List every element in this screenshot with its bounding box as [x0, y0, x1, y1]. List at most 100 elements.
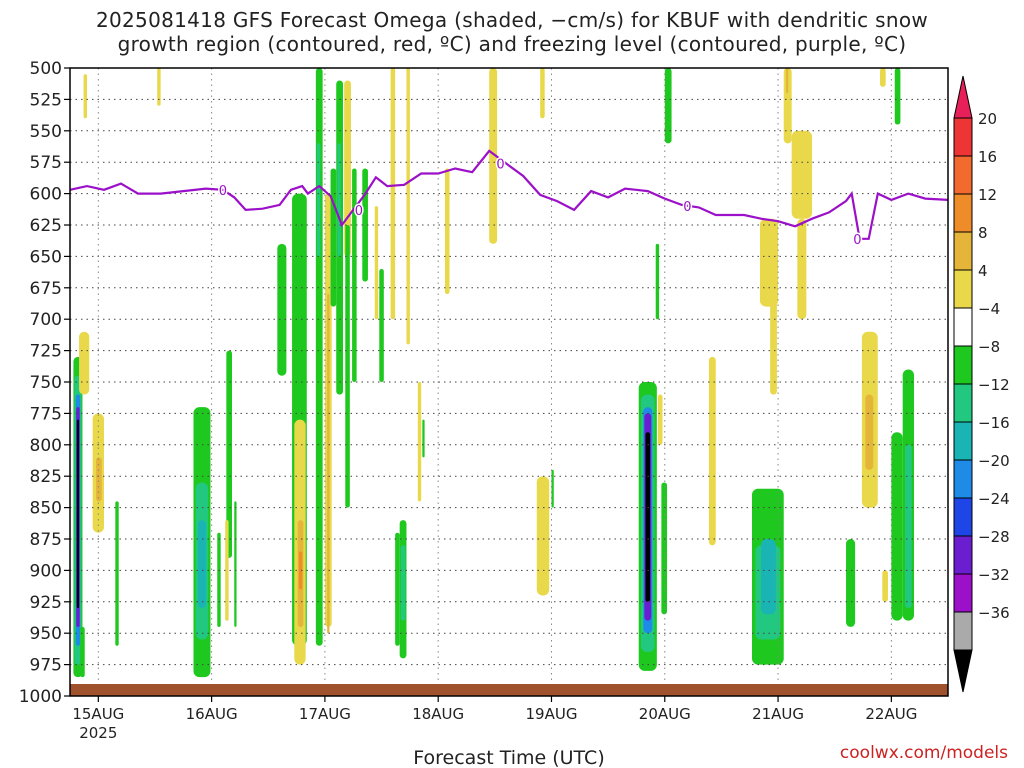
omega-region — [770, 275, 777, 395]
title-line-1: 2025081418 GFS Forecast Omega (shaded, −… — [95, 8, 929, 32]
colorbar-label: 20 — [978, 110, 997, 128]
omega-region — [489, 68, 498, 244]
omega-region — [79, 331, 90, 395]
freezing-level-label: 0 — [219, 184, 227, 199]
omega-region — [406, 68, 410, 345]
grid-lines — [70, 68, 948, 696]
omega-region — [298, 551, 303, 590]
omega-region — [395, 532, 400, 646]
colorbar-top-arrow — [953, 75, 973, 119]
y-tick-label: 525 — [30, 90, 62, 110]
omega-region — [277, 243, 287, 376]
omega-region — [655, 243, 660, 320]
omega-region — [904, 444, 912, 609]
omega-region — [345, 225, 350, 508]
omega-region — [661, 482, 668, 615]
omega-region — [76, 419, 80, 609]
y-tick-label: 925 — [30, 593, 62, 613]
omega-region — [846, 539, 856, 627]
colorbar-segment — [953, 459, 973, 499]
y-tick-label: 800 — [30, 436, 62, 456]
colorbar-label: −28 — [978, 528, 1010, 546]
y-tick-label: 500 — [30, 59, 62, 79]
y-tick-label: 625 — [30, 216, 62, 236]
y-tick-label: 775 — [30, 404, 62, 424]
omega-region — [417, 382, 422, 502]
freezing-level-label: 0 — [853, 233, 861, 248]
colorbar-segment — [953, 497, 973, 537]
colorbar-label: −12 — [978, 376, 1010, 394]
omega-region — [374, 206, 379, 320]
colorbar-segment — [953, 269, 973, 309]
colorbar-label: −32 — [978, 566, 1010, 584]
x-tick-label: 19AUG — [526, 705, 578, 723]
omega-region — [880, 68, 886, 87]
omega-region — [390, 68, 396, 320]
title-line-2: growth region (contoured, red, ºC) and f… — [117, 32, 907, 56]
colorbar-segment — [953, 193, 973, 233]
x-tick-label: 17AUG — [299, 705, 351, 723]
omega-region — [708, 356, 716, 546]
freezing-level-contour: 0 0 0 0 0 — [69, 149, 949, 249]
colorbar-segment — [953, 611, 973, 651]
omega-region — [865, 394, 874, 470]
y-tick-label: 750 — [30, 373, 62, 393]
credit-text: coolwx.com/models — [839, 743, 1008, 763]
colorbar-bottom-arrow — [953, 649, 973, 693]
x-tick-label: 22AUG — [865, 705, 917, 723]
freezing-level-line — [69, 149, 949, 240]
ground-fill — [70, 684, 948, 696]
omega-region — [882, 570, 888, 602]
omega-region — [344, 80, 351, 257]
omega-region — [891, 432, 903, 621]
freezing-level-label: 0 — [355, 204, 363, 219]
colorbar-label: 16 — [978, 148, 997, 166]
omega-region — [657, 394, 663, 445]
omega-region — [80, 626, 85, 678]
y-tick-label: 825 — [30, 467, 62, 487]
omega-region — [894, 68, 901, 125]
y-tick-label: 575 — [30, 153, 62, 173]
omega-region — [115, 501, 119, 646]
y-tick-label: 550 — [30, 122, 62, 142]
colorbar-segment — [953, 345, 973, 385]
omega-region — [352, 168, 357, 382]
colorbar-segment — [953, 307, 973, 347]
omega-region — [422, 419, 425, 458]
x-axis-title: Forecast Time (UTC) — [413, 747, 604, 768]
colorbar-label: 8 — [978, 224, 988, 242]
y-tick-label: 900 — [30, 561, 62, 581]
colorbar-label: −16 — [978, 414, 1010, 432]
y-tick-label: 700 — [30, 310, 62, 330]
chart-title: 2025081418 GFS Forecast Omega (shaded, −… — [0, 8, 1024, 56]
y-tick-label: 600 — [30, 185, 62, 205]
y-tick-label: 975 — [30, 656, 62, 676]
omega-region — [645, 432, 651, 602]
omega-region — [327, 294, 330, 634]
x-tick-label: 20AUG — [639, 705, 691, 723]
omega-region — [337, 143, 341, 257]
y-tick-label: 1000 — [19, 687, 62, 707]
y-tick-label: 850 — [30, 499, 62, 519]
omega-region — [540, 68, 545, 119]
omega-region — [551, 469, 554, 508]
ground-surface — [70, 684, 948, 696]
freezing-level-label: 0 — [496, 157, 504, 172]
colorbar-segment — [953, 117, 973, 157]
y-tick-label: 875 — [30, 530, 62, 550]
omega-region — [791, 130, 813, 219]
colorbar-legend: 20 16 12 8 4 −4 −8 −12 −16 −20 −24 −28 −32 −36 — [953, 75, 1010, 693]
colorbar-segment — [953, 535, 973, 575]
omega-region — [783, 68, 792, 144]
omega-region — [157, 68, 161, 106]
y-tick-label: 650 — [30, 247, 62, 267]
colorbar-label: −4 — [978, 300, 1000, 318]
colorbar-label: −24 — [978, 490, 1010, 508]
omega-region — [96, 457, 102, 502]
omega-region — [330, 168, 337, 307]
colorbar-segment — [953, 421, 973, 461]
x-tick-sublabel: 2025 — [79, 724, 117, 742]
omega-region — [536, 476, 550, 596]
colorbar-segment — [953, 383, 973, 423]
y-tick-label: 725 — [30, 342, 62, 362]
